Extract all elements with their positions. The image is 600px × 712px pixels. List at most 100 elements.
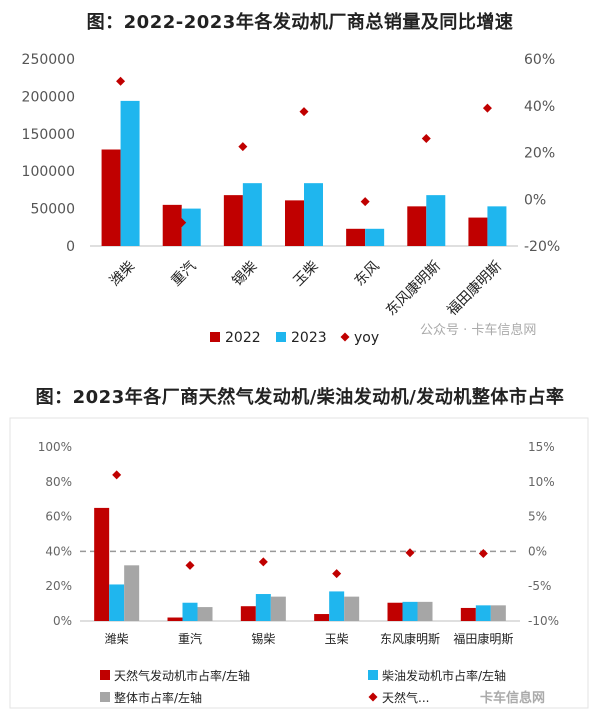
chart1-left-tick-label: 50000 bbox=[30, 202, 75, 218]
chart2-right-tick-label: 0% bbox=[528, 544, 547, 558]
chart2-bar-diesel bbox=[329, 591, 345, 621]
chart2-bar-gas bbox=[460, 607, 476, 621]
chart2-change-point bbox=[332, 569, 342, 579]
chart2-legend-swatch-change bbox=[368, 692, 378, 702]
chart1-bar-2022 bbox=[101, 149, 121, 246]
chart2-bar-diesel bbox=[109, 584, 125, 621]
chart1-yoy-point bbox=[421, 133, 431, 143]
chart1-bar-2022 bbox=[162, 204, 182, 246]
chart1-right-tick-label: 20% bbox=[524, 146, 555, 162]
chart2-bar-total bbox=[417, 601, 433, 621]
chart2-category-label: 潍柴 bbox=[105, 632, 129, 646]
chart2-change-point bbox=[112, 470, 122, 480]
chart2-bar-total bbox=[490, 605, 506, 621]
chart2-bar-total bbox=[344, 596, 360, 621]
chart1-right-tick-label: 40% bbox=[524, 99, 555, 115]
chart1-yoy-point bbox=[299, 107, 309, 117]
chart2-legend-swatch-diesel bbox=[368, 670, 378, 680]
chart1-category-label: 潍柴 bbox=[107, 258, 138, 289]
chart1-legend-swatch-2022 bbox=[210, 332, 220, 342]
chart1-category-label: 福田康明斯 bbox=[444, 258, 506, 320]
chart2-category-label: 重汽 bbox=[178, 631, 202, 646]
chart2-right-tick-label: 15% bbox=[528, 440, 555, 454]
chart1-category-label: 东风 bbox=[352, 258, 383, 289]
chart1-watermark: 公众号 · 卡车信息网 bbox=[420, 322, 536, 338]
chart2-legend-label-total: 整体市占率/左轴 bbox=[114, 690, 202, 705]
chart2-category-label: 东风康明斯 bbox=[380, 631, 440, 646]
chart2-legend-swatch-gas bbox=[100, 670, 110, 680]
chart2-category-label: 福田康明斯 bbox=[453, 631, 513, 646]
chart2-left-tick-label: 80% bbox=[45, 475, 72, 489]
chart2-right-tick-label: -5% bbox=[528, 579, 551, 593]
chart1-left-tick-label: 150000 bbox=[22, 127, 75, 143]
chart2-bar-gas bbox=[387, 602, 403, 621]
chart2-change-point bbox=[258, 557, 268, 567]
chart2-bar-total bbox=[270, 596, 286, 621]
chart1-right-tick-label: 0% bbox=[524, 192, 546, 208]
chart1-yoy-point bbox=[116, 76, 126, 86]
chart2-watermark: 卡车信息网 bbox=[480, 690, 545, 706]
chart2-left-tick-label: 40% bbox=[45, 544, 72, 558]
chart2-change-point bbox=[405, 548, 415, 558]
chart1-bar-2023 bbox=[487, 206, 507, 246]
chart1-category-label: 玉柴 bbox=[290, 258, 321, 289]
chart1-legend-label-2022: 2022 bbox=[225, 330, 261, 346]
chart2-category-label: 玉柴 bbox=[325, 632, 349, 646]
chart2-right-tick-label: 5% bbox=[528, 510, 547, 524]
chart2-left-tick-label: 20% bbox=[45, 579, 72, 593]
chart1-left-tick-label: 250000 bbox=[22, 52, 75, 68]
chart1-left-tick-label: 100000 bbox=[22, 164, 75, 180]
chart1-bar-2022 bbox=[285, 200, 304, 246]
chart1-left-tick-label: 200000 bbox=[22, 89, 75, 105]
chart1-yoy-point bbox=[177, 218, 187, 228]
chart2-bar-diesel bbox=[402, 601, 418, 621]
chart1-yoy-point bbox=[482, 103, 492, 113]
chart2-bar-gas bbox=[167, 617, 183, 621]
chart2-left-tick-label: 60% bbox=[45, 510, 72, 524]
chart1-left-tick-label: 0 bbox=[66, 239, 75, 255]
chart1-bar-2023 bbox=[120, 100, 140, 246]
chart2-title: 图：2023年各厂商天然气发动机/柴油发动机/发动机整体市占率 bbox=[35, 387, 565, 408]
chart1-yoy-point bbox=[238, 142, 248, 152]
chart2-left-tick-label: 0% bbox=[53, 614, 72, 628]
chart2-bar-total bbox=[124, 565, 140, 621]
chart1-bar-2022 bbox=[468, 217, 488, 246]
chart2-change-point bbox=[478, 548, 488, 558]
chart1-legend-label-yoy: yoy bbox=[354, 330, 379, 346]
chart1-bar-2022 bbox=[407, 206, 427, 246]
chart1-bar-2022 bbox=[223, 195, 243, 246]
chart2-right-tick-label: 10% bbox=[528, 475, 555, 489]
chart1-bar-2023 bbox=[242, 183, 262, 246]
chart2-legend-label-gas: 天然气发动机市占率/左轴 bbox=[114, 668, 250, 683]
chart1-right-tick-label: 60% bbox=[524, 52, 555, 68]
chart2-right-tick-label: -10% bbox=[528, 614, 559, 628]
chart2-bar-diesel bbox=[475, 605, 491, 621]
chart1-bar-2023 bbox=[426, 195, 446, 246]
chart2-bar-gas bbox=[314, 614, 330, 621]
chart1-bar-2023 bbox=[304, 183, 323, 246]
chart2-category-label: 锡柴 bbox=[251, 631, 275, 646]
chart1-title: 图：2022-2023年各发动机厂商总销量及同比增速 bbox=[86, 12, 514, 33]
chart1-bar-2022 bbox=[346, 228, 366, 246]
chart1-category-label: 锡柴 bbox=[229, 258, 260, 289]
chart2-change-point bbox=[185, 560, 195, 570]
chart1-category-label: 东风康明斯 bbox=[382, 258, 444, 320]
chart2-left-tick-label: 100% bbox=[38, 440, 72, 454]
chart2-legend-label-diesel: 柴油发动机市占率/左轴 bbox=[382, 668, 506, 683]
chart2-bar-diesel bbox=[255, 594, 271, 621]
chart1-bar-2023 bbox=[181, 208, 201, 246]
chart1-right-tick-label: -20% bbox=[524, 239, 560, 255]
chart1-legend-swatch-yoy bbox=[340, 332, 350, 342]
chart1-legend-swatch-2023 bbox=[276, 332, 286, 342]
chart1-bar-2023 bbox=[365, 228, 385, 246]
chart1-yoy-point bbox=[360, 197, 370, 207]
chart1-category-label: 重汽 bbox=[168, 258, 199, 289]
chart1-legend-label-2023: 2023 bbox=[291, 330, 327, 346]
chart2-bar-gas bbox=[240, 606, 256, 621]
chart2-legend-swatch-total bbox=[100, 692, 110, 702]
chart2-bar-gas bbox=[94, 507, 110, 621]
chart2-bar-total bbox=[197, 607, 213, 621]
chart2-bar-diesel bbox=[182, 602, 198, 621]
chart1-svg: 0 50000 100000 150000 200000 250000 -20% 0% 20% 4… bbox=[22, 52, 561, 346]
chart2-frame bbox=[9, 417, 589, 709]
